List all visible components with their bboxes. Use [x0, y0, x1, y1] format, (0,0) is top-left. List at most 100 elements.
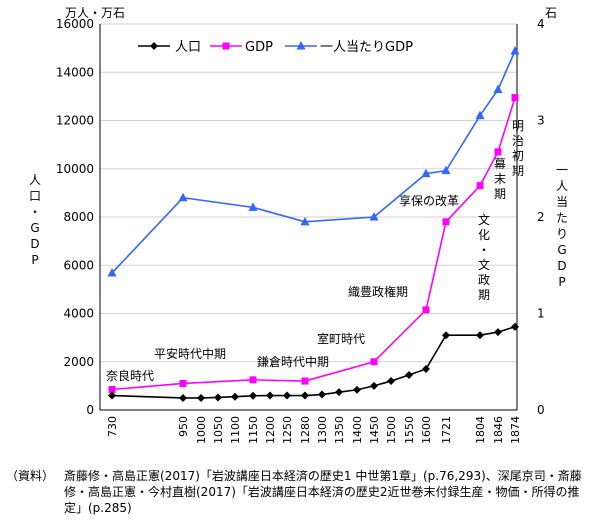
- data-point-diamond: [179, 393, 187, 402]
- x-tick-label: 1804: [474, 416, 487, 444]
- data-point-square: [476, 182, 484, 190]
- annotation-vertical: 明治初期: [512, 119, 524, 178]
- x-tick-label: 1250: [281, 416, 294, 444]
- left-y-tick-label: 10000: [56, 162, 94, 176]
- x-tick-label: 1846: [492, 416, 505, 444]
- data-point-square: [511, 94, 519, 102]
- x-tick-label: 730: [106, 416, 119, 437]
- right-y-tick-label: 2: [537, 210, 545, 224]
- data-point-diamond: [301, 391, 309, 400]
- data-point-square: [222, 42, 230, 50]
- series-per-capita-gdp: [107, 46, 520, 277]
- annotation-vertical: 文化・文政期: [478, 212, 490, 302]
- annotation: 奈良時代: [106, 368, 154, 383]
- left-axis-unit: 万人・万石: [65, 6, 126, 20]
- data-point-diamond: [511, 322, 519, 331]
- right-y-tick-labels: 0 1 2 3 4: [537, 17, 545, 417]
- legend-label: 人口: [175, 40, 201, 55]
- data-point-diamond: [249, 391, 257, 400]
- data-point-triangle: [421, 168, 431, 178]
- series-line: [111, 97, 516, 391]
- left-axis-title: 人 口 ・ G D P: [28, 173, 41, 267]
- data-point-square: [442, 218, 450, 226]
- x-tick-label: 1280: [299, 416, 312, 444]
- data-point-square: [179, 379, 187, 387]
- annotation: 室町時代: [317, 331, 365, 346]
- data-point-diamond: [214, 393, 222, 402]
- series-layer: [107, 46, 520, 402]
- legend-label: GDP: [245, 40, 273, 55]
- data-point-diamond: [231, 392, 239, 401]
- data-point-triangle: [248, 202, 258, 211]
- right-y-tick-label: 4: [537, 17, 545, 31]
- x-tick-label: 1721: [440, 416, 453, 444]
- data-point-diamond: [266, 391, 274, 400]
- source-note: （資料） 斎藤修・高島正憲(2017)「岩波講座日本経済の歴史1 中世第1章」(…: [6, 468, 584, 516]
- x-tick-label: 1400: [351, 416, 364, 444]
- legend-item: 人口: [138, 40, 201, 55]
- data-point-diamond: [108, 391, 116, 400]
- x-tick-label: 1500: [385, 416, 398, 444]
- data-point-square: [422, 306, 430, 314]
- right-axis-unit: 石: [545, 6, 558, 20]
- legend-label: 一人当たりGDP: [320, 40, 413, 55]
- x-tick-label: 1300: [316, 416, 329, 444]
- left-y-tick-label: 14000: [56, 65, 94, 79]
- data-point-diamond: [422, 364, 430, 373]
- x-tick-label: 1000: [195, 416, 208, 444]
- data-point-square: [370, 358, 378, 366]
- right-y-tick-label: 0: [537, 403, 545, 417]
- left-y-tick-label: 4000: [63, 307, 94, 321]
- data-point-diamond: [150, 42, 158, 50]
- data-point-triangle: [296, 41, 306, 50]
- left-y-tick-label: 16000: [56, 17, 94, 31]
- series-line: [111, 50, 516, 274]
- data-point-triangle: [107, 267, 117, 277]
- data-point-diamond: [283, 391, 291, 400]
- source-text: 斎藤修・高島正憲(2017)「岩波講座日本経済の歴史1 中世第1章」(p.76,…: [64, 469, 582, 515]
- legend-item: GDP: [210, 40, 273, 55]
- source-tag: （資料）: [6, 469, 55, 483]
- x-tick-label: 1350: [333, 416, 346, 444]
- x-tick-label: 1450: [368, 416, 381, 444]
- annotation: 平安時代中期: [154, 346, 226, 361]
- data-point-square: [301, 377, 309, 385]
- x-tick-label: 1200: [264, 416, 277, 444]
- chart: 730 950 1000 1050 1100 1150 1200 1250 1280 1300 13…: [56, 17, 545, 444]
- annotation-vertical: 幕末期: [494, 157, 506, 201]
- data-point-triangle: [493, 84, 503, 94]
- right-y-tick-label: 1: [537, 307, 545, 321]
- data-point-diamond: [318, 390, 326, 399]
- annotation: 鎌倉時代中期: [257, 354, 329, 369]
- x-tick-label: 1150: [247, 416, 260, 444]
- data-point-diamond: [494, 328, 502, 337]
- legend: 人口 GDP 一人当たりGDP: [138, 40, 413, 55]
- data-point-diamond: [370, 381, 378, 390]
- x-tick-labels: 730 950 1000 1050 1100 1150 1200 1250 1280 1300 13…: [106, 416, 522, 444]
- x-tick-label: 1100: [229, 416, 242, 444]
- data-point-triangle: [441, 165, 451, 175]
- axes: [99, 24, 518, 411]
- annotation: 織豊政権期: [348, 284, 408, 299]
- data-point-diamond: [442, 331, 450, 340]
- data-point-diamond: [387, 377, 395, 386]
- x-tick-label: 1050: [212, 416, 225, 444]
- data-point-square: [108, 385, 116, 393]
- x-tick-label: 1550: [403, 416, 416, 444]
- data-point-diamond: [335, 388, 343, 397]
- data-point-triangle: [300, 216, 310, 226]
- x-tick-label: 1874: [509, 416, 522, 444]
- x-tick-label: 950: [177, 416, 190, 437]
- data-point-square: [494, 148, 502, 156]
- data-point-diamond: [197, 393, 205, 402]
- gridlines: [100, 23, 517, 363]
- left-y-tick-label: 6000: [63, 258, 94, 272]
- data-point-triangle: [178, 192, 188, 202]
- left-y-tick-label: 12000: [56, 114, 94, 128]
- series-gdp: [108, 94, 519, 393]
- left-y-tick-label: 0: [86, 403, 94, 417]
- left-y-tick-labels: 0 2000 4000 6000 8000 10000 12000 14000 16000: [56, 17, 94, 417]
- legend-item: 一人当たりGDP: [285, 40, 413, 55]
- annotation: 享保の改革: [399, 193, 459, 208]
